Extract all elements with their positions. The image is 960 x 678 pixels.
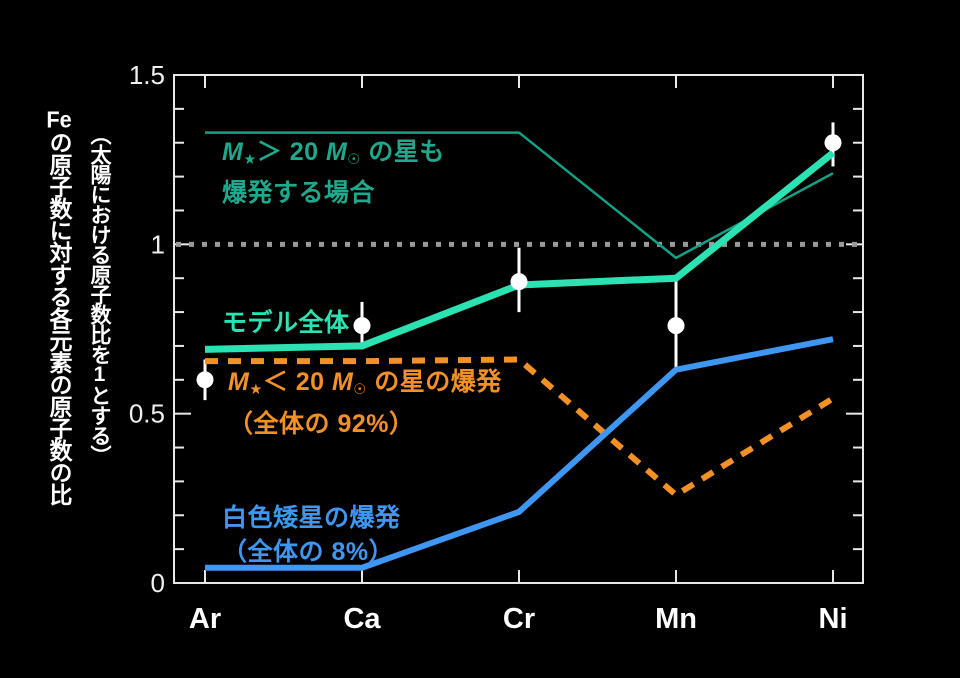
- x-tick-label: Ar: [189, 603, 221, 635]
- series-label-line: 白色矮星の爆発: [222, 504, 401, 532]
- series-label-white-dwarf: 白色矮星の爆発 （全体の 8%）: [222, 501, 401, 569]
- data-point: [196, 371, 214, 389]
- x-tick-label: Ca: [343, 603, 381, 635]
- data-point: [667, 317, 685, 335]
- x-tick-label: Mn: [655, 603, 697, 635]
- x-tick-label: Ni: [819, 603, 848, 635]
- series-label-line: （全体の 8%）: [222, 538, 395, 566]
- series-low-mass-star-explosions: [205, 356, 835, 498]
- data-point: [510, 273, 528, 291]
- series-label-line: M★＞ 20 M☉ の星も: [222, 138, 445, 169]
- data-point: [353, 317, 371, 335]
- plot-frame: [173, 74, 864, 584]
- x-tick-label: Cr: [503, 603, 535, 635]
- series-label-line: モデル全体: [222, 309, 350, 337]
- series-label-line: 爆発する場合: [222, 179, 376, 208]
- series-white-dwarf-explosions: [205, 336, 834, 571]
- data-point: [824, 134, 842, 152]
- y-tick-label: 0: [151, 568, 165, 598]
- y-tick-label: 1.5: [129, 60, 165, 90]
- series-label-massive-stars: M★＞ 20 M☉ の星も 爆発する場合: [222, 136, 445, 210]
- series-label-low-mass-stars: M★＜ 20 M☉ の星の爆発 （全体の 92%）: [228, 365, 502, 441]
- y-axis-label-main: Feの原子数に対する各元素の原子数の比: [46, 108, 72, 505]
- series-label-model-total: モデル全体: [222, 307, 350, 340]
- series-massive-stars-also-explode: [205, 131, 834, 260]
- y-axis-label-paren: （太陽における原子数比を1とする）: [88, 124, 111, 465]
- y-tick-label: 0.5: [129, 399, 165, 429]
- series-label-line: （全体の 92%）: [228, 410, 415, 439]
- y-tick-label: 1: [151, 229, 165, 259]
- series-label-line: M★＜ 20 M☉ の星の爆発: [228, 368, 502, 399]
